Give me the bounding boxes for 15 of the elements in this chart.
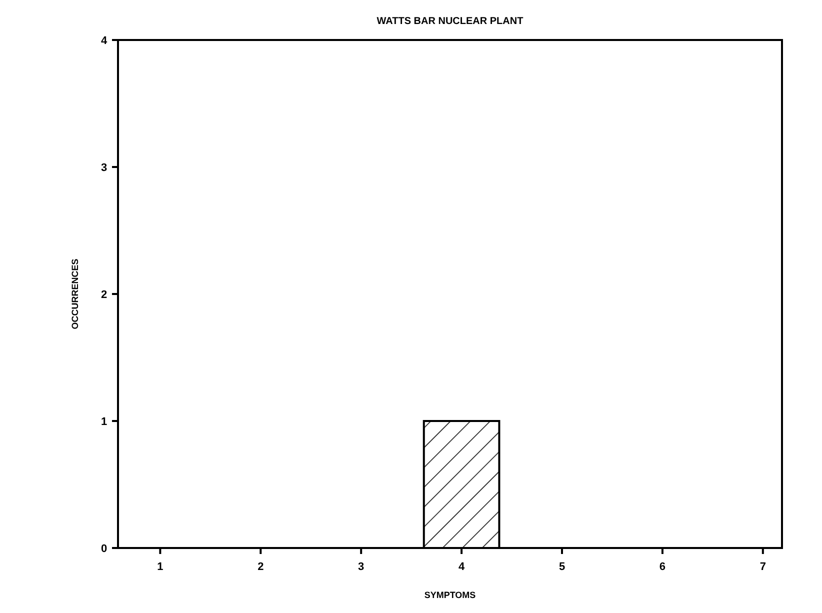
y-tick-label: 2 <box>100 289 108 301</box>
y-tick-label: 1 <box>100 416 108 428</box>
x-tick-label: 6 <box>659 561 666 573</box>
x-tick-label: 4 <box>458 561 466 573</box>
y-axis-title: OCCURRENCES <box>70 258 80 330</box>
y-tick-label: 3 <box>100 162 108 174</box>
x-tick-label: 1 <box>157 561 164 573</box>
chart-title: WATTS BAR NUCLEAR PLANT <box>376 16 524 27</box>
y-tick-label: 4 <box>100 35 108 47</box>
y-tick-label: 0 <box>100 543 108 555</box>
x-tick-label: 3 <box>358 561 364 573</box>
x-tick-label: 5 <box>558 561 566 573</box>
x-tick-label: 7 <box>760 561 766 573</box>
x-axis-title: SYMPTOMS <box>424 590 476 600</box>
x-tick-label: 2 <box>258 561 264 573</box>
